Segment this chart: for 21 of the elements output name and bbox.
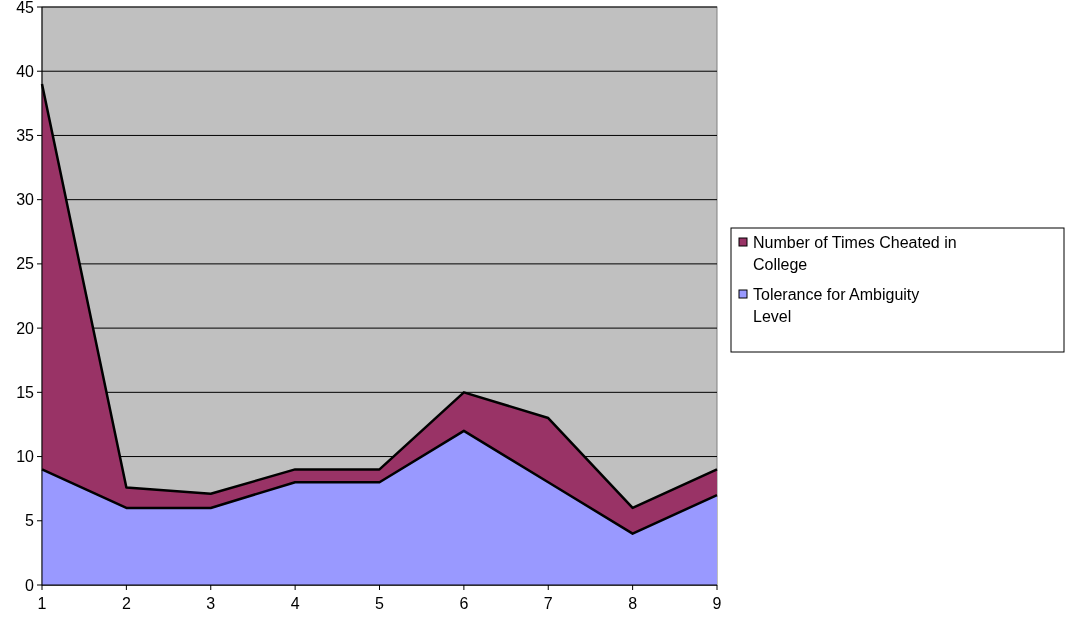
y-tick-label: 40 — [16, 62, 35, 80]
y-tick-label: 15 — [16, 383, 35, 401]
legend-label: Tolerance for Ambiguity Level — [753, 286, 920, 325]
x-tick-label: 5 — [375, 595, 385, 612]
x-tick-label: 6 — [459, 595, 469, 612]
x-tick-label: 1 — [37, 595, 47, 612]
y-tick-label: 35 — [16, 127, 35, 145]
y-tick-label: 20 — [16, 319, 35, 337]
x-tick-label: 3 — [206, 595, 216, 612]
x-tick-label: 9 — [712, 595, 722, 612]
y-tick-label: 10 — [16, 448, 35, 466]
y-tick-label: 30 — [16, 191, 35, 209]
y-tick-label: 45 — [16, 0, 35, 16]
x-tick-label: 8 — [628, 595, 638, 612]
legend-label: Number of Times Cheated in College — [753, 234, 957, 273]
y-tick-label: 5 — [25, 512, 35, 530]
x-tick-label: 7 — [543, 595, 553, 612]
x-tick-label: 4 — [290, 595, 300, 612]
y-tick-label: 25 — [16, 255, 35, 273]
x-tick-label: 2 — [121, 595, 131, 612]
y-tick-label: 0 — [25, 576, 35, 594]
